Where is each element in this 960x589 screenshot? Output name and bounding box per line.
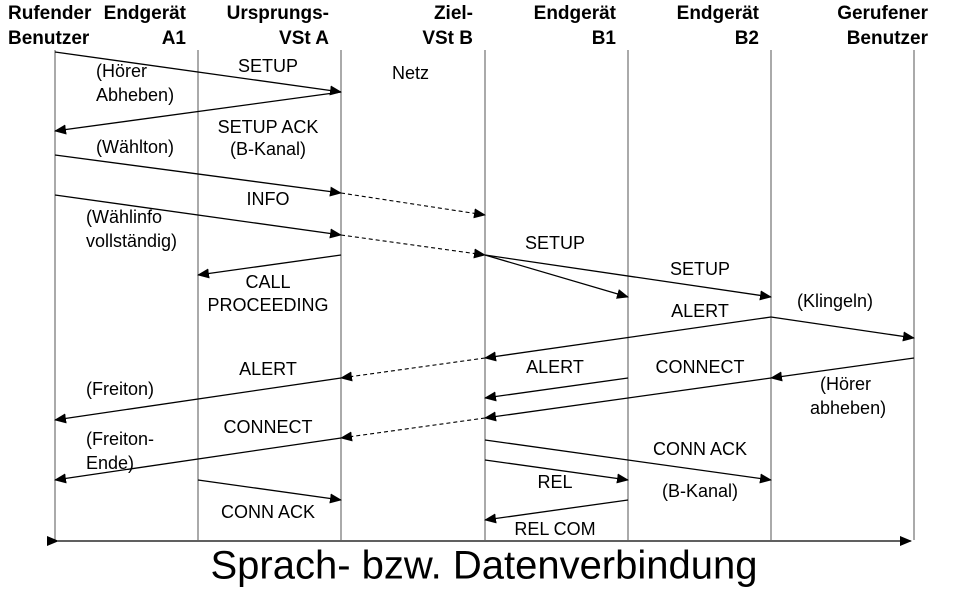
participant-label: Rufender: [8, 3, 92, 24]
message-arrow: [197, 254, 342, 279]
note-label: (Hörer: [96, 61, 147, 81]
message-label: ALERT: [239, 359, 297, 379]
message-arrow: [484, 377, 772, 422]
message-label: INFO: [247, 189, 290, 209]
message-arrow: [340, 234, 486, 259]
participant-label: Gerufener: [837, 3, 928, 24]
participant-label: Benutzer: [847, 28, 929, 49]
message-arrow: [54, 91, 342, 135]
note-label: (Wählton): [96, 137, 174, 157]
message-label: (B-Kanal): [230, 139, 306, 159]
participant-label: Ziel-: [434, 3, 473, 24]
message-arrow: [770, 357, 915, 382]
participant-label: Endgerät: [677, 3, 760, 24]
message-label: CONNECT: [656, 357, 745, 377]
message-arrow: [484, 254, 772, 301]
message-arrow: [484, 439, 772, 484]
network-label: Netz: [392, 63, 429, 83]
message-label: SETUP: [525, 233, 585, 253]
footer-label: Sprach- bzw. Datenverbindung: [211, 544, 758, 588]
participant-label: VSt B: [422, 28, 473, 49]
message-label: REL: [537, 472, 572, 492]
note-label: Abheben): [96, 85, 174, 105]
message-label: CALL: [245, 272, 290, 292]
message-arrow: [54, 154, 342, 197]
message-label: ALERT: [526, 357, 584, 377]
note-label: Ende): [86, 453, 134, 473]
message-arrow: [484, 499, 629, 524]
note-label: abheben): [810, 398, 886, 418]
message-label: CONNECT: [224, 417, 313, 437]
message-label: CONN ACK: [653, 439, 747, 459]
message-arrow: [484, 316, 772, 362]
message-arrow: [484, 459, 629, 484]
participant-label: Benutzer: [8, 28, 90, 49]
message-arrow: [340, 417, 486, 442]
message-arrow: [54, 51, 342, 96]
message-label: REL COM: [514, 519, 595, 539]
message-arrow: [54, 437, 342, 484]
message-label: PROCEEDING: [207, 295, 328, 315]
note-label: (Freiton): [86, 379, 154, 399]
note-label: (Wählinfo: [86, 207, 162, 227]
message-arrow: [340, 192, 486, 219]
message-arrow: [54, 377, 342, 424]
message-arrow: [197, 479, 342, 504]
participant-label: Endgerät: [104, 3, 187, 24]
participant-label: Endgerät: [534, 3, 617, 24]
message-arrow: [770, 316, 915, 342]
participant-label: B1: [592, 28, 617, 49]
participant-label: Ursprungs-: [227, 3, 329, 24]
message-arrow: [484, 377, 629, 402]
note-label: (Hörer: [820, 374, 871, 394]
note-label: (Klingeln): [797, 291, 873, 311]
message-arrow: [340, 357, 486, 382]
message-label: ALERT: [671, 301, 729, 321]
participant-label: VSt A: [279, 28, 329, 49]
participant-label: B2: [735, 28, 759, 49]
message-label: SETUP: [238, 56, 298, 76]
message-label: SETUP ACK: [218, 117, 319, 137]
note-label: vollständig): [86, 231, 177, 251]
message-label: SETUP: [670, 259, 730, 279]
participant-label: A1: [162, 28, 187, 49]
message-label: CONN ACK: [221, 502, 315, 522]
message-arrow: [54, 194, 342, 239]
note-label: (Freiton-: [86, 429, 154, 449]
message-label: (B-Kanal): [662, 481, 738, 501]
message-arrow: [484, 254, 629, 299]
